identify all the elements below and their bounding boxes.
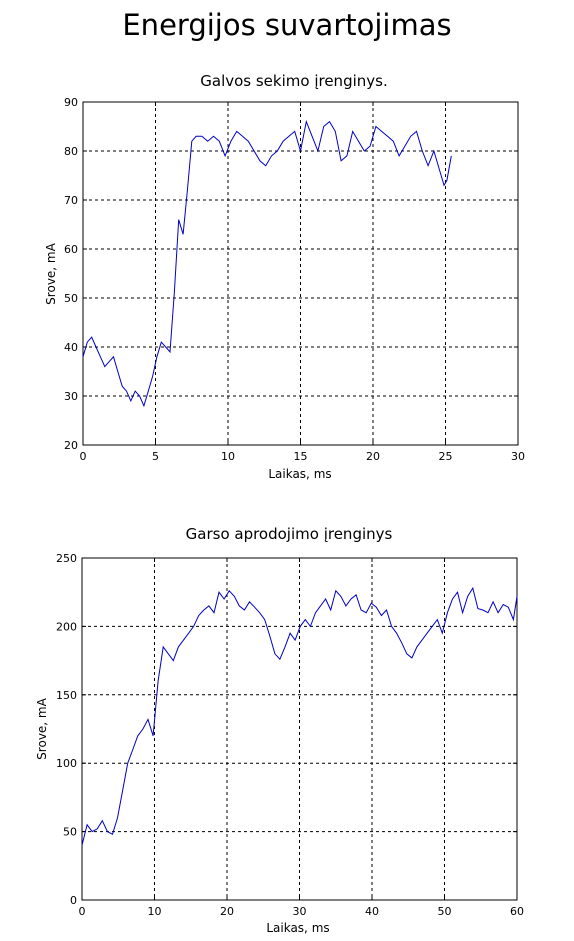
chart-1-ylabel: Srove, mA xyxy=(44,242,58,304)
chart-1-ytick-label: 60 xyxy=(64,243,78,256)
chart-2-ytick-label: 0 xyxy=(70,894,77,907)
chart-2-ytick-label: 250 xyxy=(56,552,77,565)
chart-2-ytick-label: 200 xyxy=(56,620,77,633)
chart-head-tracking: Galvos sekimo įrenginys. Laikas, ms Srov… xyxy=(44,72,525,481)
chart-1-ytick-label: 80 xyxy=(64,145,78,158)
chart-2-title: Garso aprodojimo įrenginys xyxy=(186,525,393,543)
chart-1-ytick-label: 40 xyxy=(64,341,78,354)
chart-1-xtick-label: 10 xyxy=(221,450,235,463)
chart-2-xtick-label: 0 xyxy=(79,905,86,918)
chart-1-frame xyxy=(82,101,519,446)
chart-1-xtick-label: 15 xyxy=(294,450,308,463)
chart-1-ytick-label: 50 xyxy=(64,292,78,305)
chart-1-ytick-label: 90 xyxy=(64,96,78,109)
chart-2-xtick-label: 30 xyxy=(293,905,307,918)
chart-1-xtick-label: 5 xyxy=(152,450,159,463)
chart-1-series-line xyxy=(82,119,452,408)
chart-1-xtick-label: 20 xyxy=(366,450,380,463)
page-title: Energijos suvartojimas xyxy=(122,8,452,42)
chart-2-series-line xyxy=(81,586,518,846)
chart-1-ytick-label: 30 xyxy=(64,390,78,403)
chart-1-xtick-label: 0 xyxy=(80,450,87,463)
chart-audio-device: Garso aprodojimo įrenginys Laikas, ms Sr… xyxy=(35,525,524,935)
chart-2-ylabel: Srove, mA xyxy=(35,697,49,759)
chart-2-ytick-label: 50 xyxy=(63,826,77,839)
chart-2-xlabel: Laikas, ms xyxy=(266,921,329,935)
chart-1-xtick-label: 25 xyxy=(439,450,453,463)
chart-1-ytick-label: 70 xyxy=(64,194,78,207)
chart-2-xtick-label: 40 xyxy=(365,905,379,918)
chart-2-ytick-label: 100 xyxy=(56,757,77,770)
chart-2-xtick-label: 60 xyxy=(510,905,524,918)
chart-1-xlabel: Laikas, ms xyxy=(268,467,331,481)
chart-1-ytick-label: 20 xyxy=(64,439,78,452)
chart-2-xtick-label: 50 xyxy=(438,905,452,918)
chart-2-xtick-label: 10 xyxy=(148,905,162,918)
chart-1-xtick-label: 30 xyxy=(511,450,525,463)
chart-1-title: Galvos sekimo įrenginys. xyxy=(200,72,387,90)
chart-2-xtick-label: 20 xyxy=(220,905,234,918)
chart-2-ytick-label: 150 xyxy=(56,689,77,702)
